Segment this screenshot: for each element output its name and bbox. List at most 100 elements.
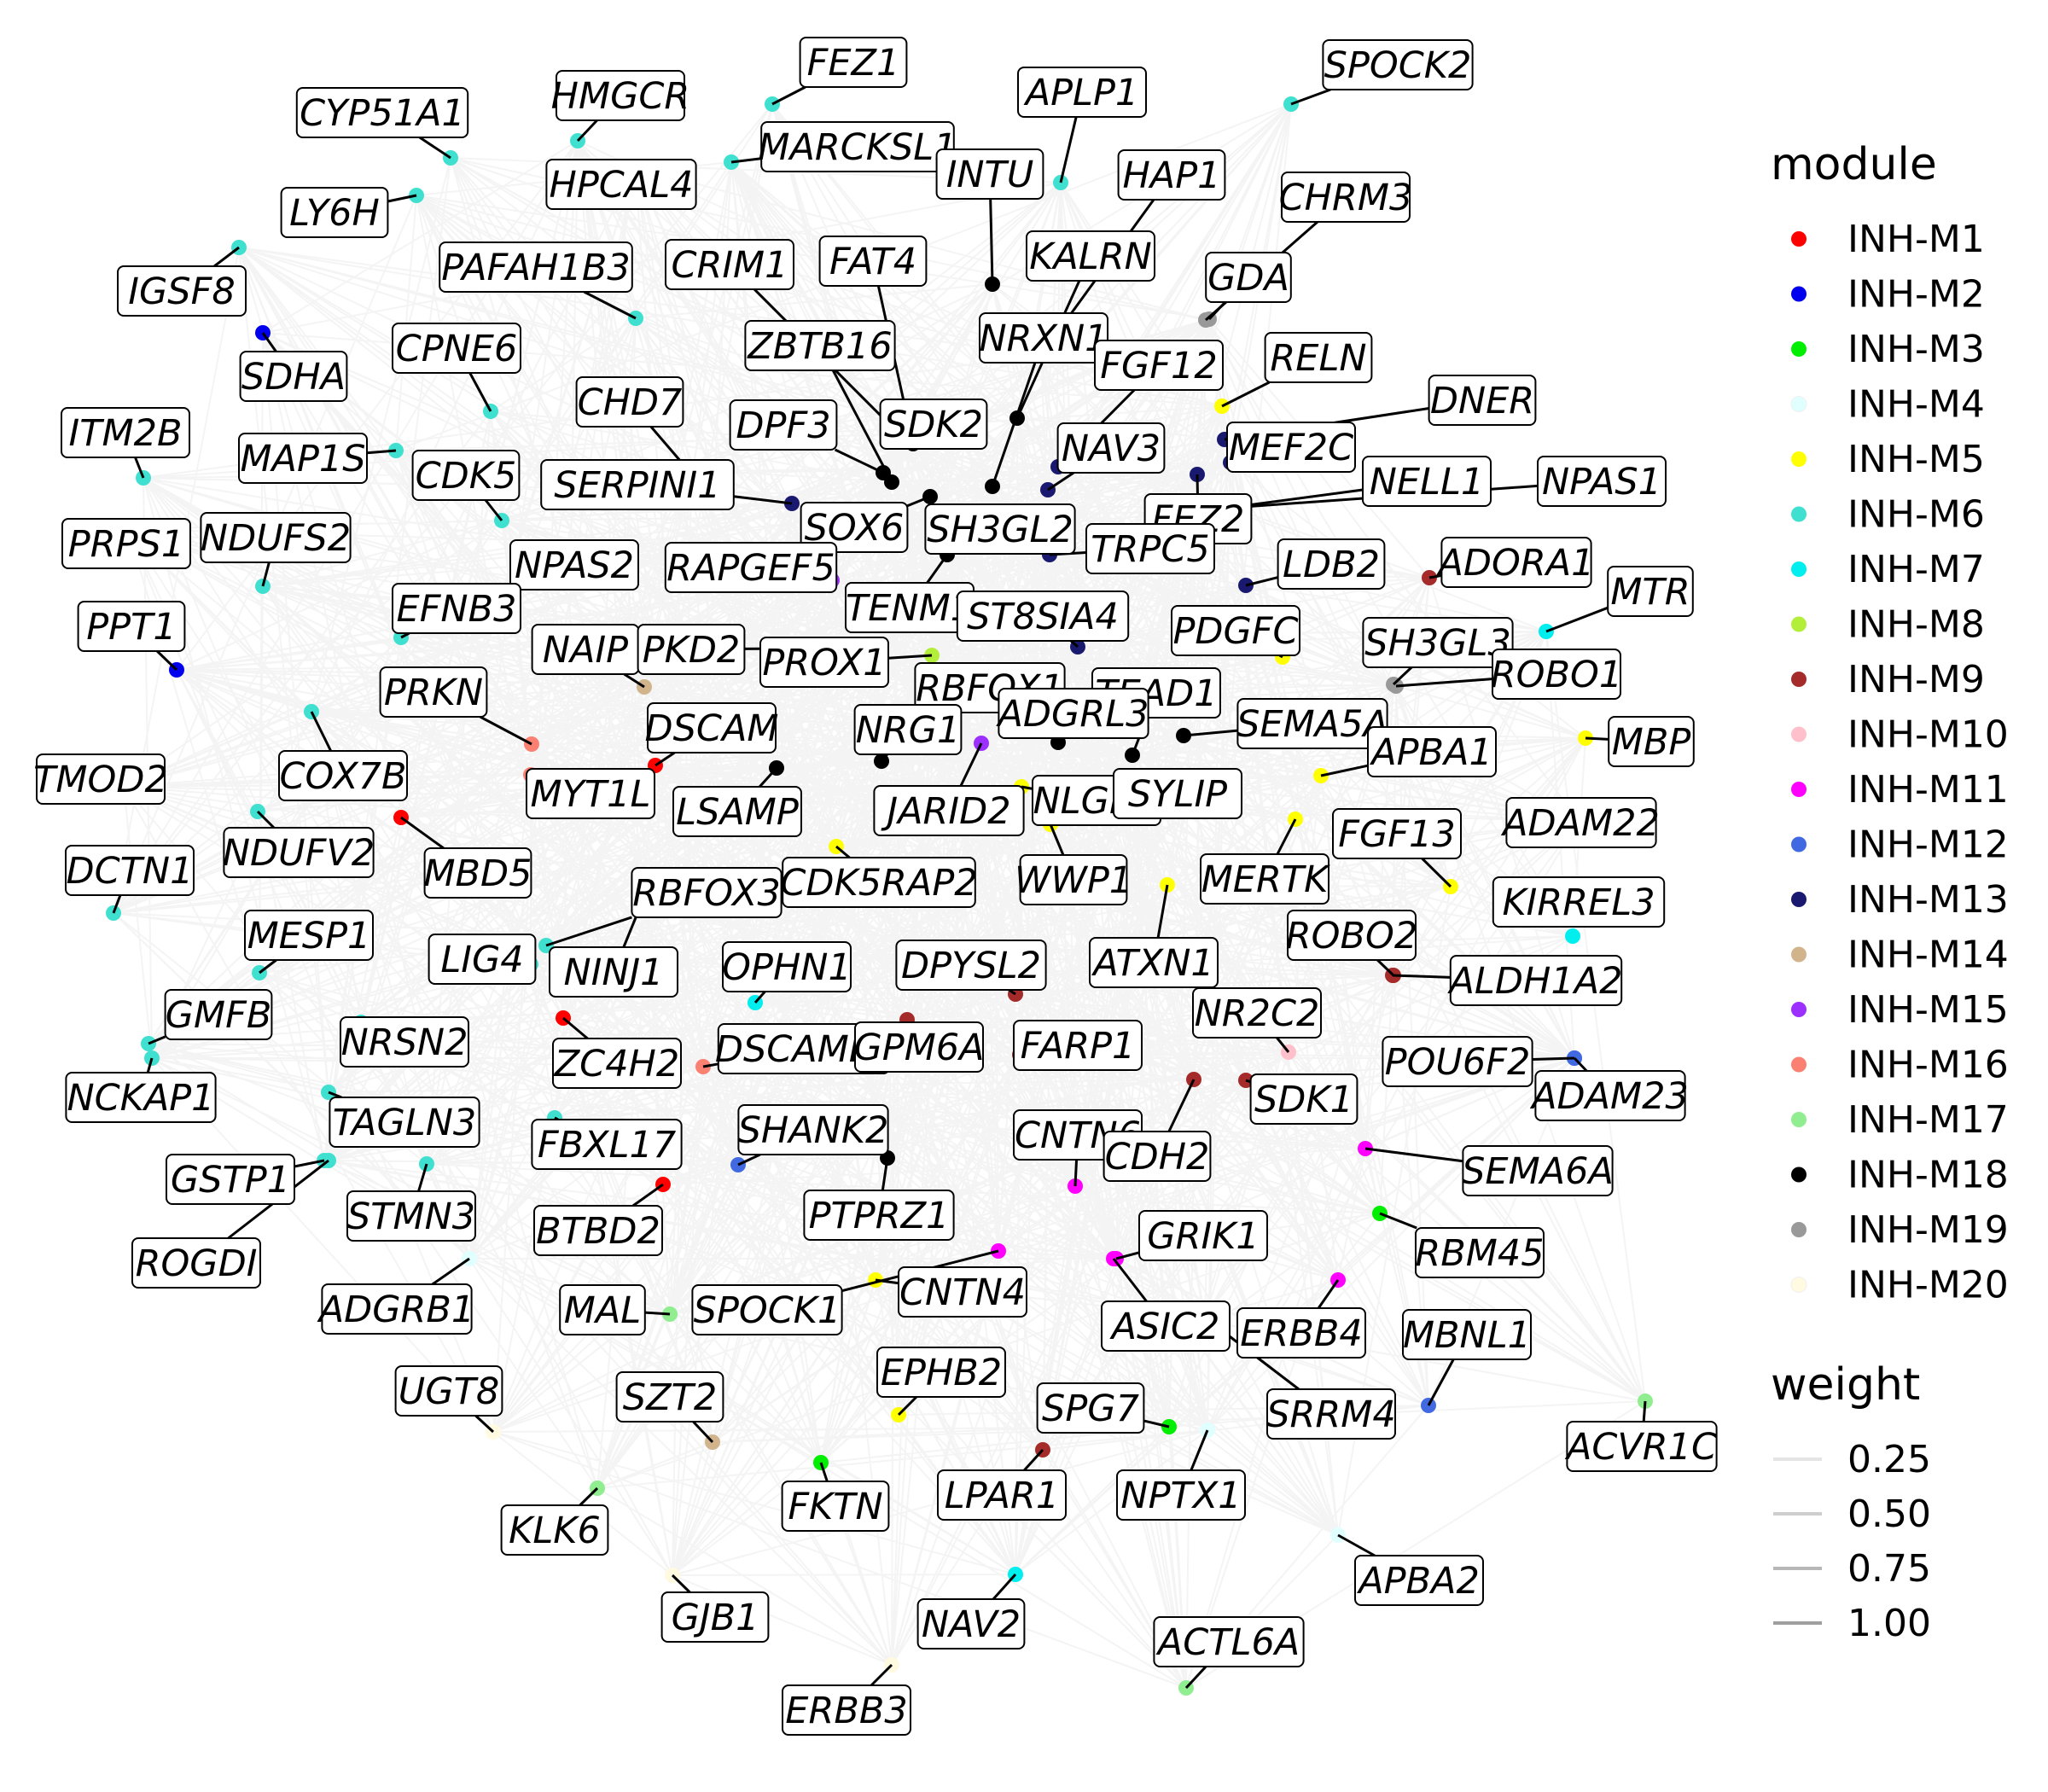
- leader-grik1: [1115, 1251, 1140, 1260]
- legend-weight-label: 0.75: [1847, 1547, 1931, 1591]
- label-box: [509, 539, 639, 591]
- legend-swatch-inh-m12: [1791, 836, 1807, 852]
- label-dner: DNER: [1428, 375, 1537, 426]
- label-box: [1116, 1469, 1246, 1521]
- gene-name: DSCAM: [645, 707, 779, 750]
- label-pkd2: PKD2: [637, 624, 746, 675]
- label-chrm3: CHRM3: [1279, 172, 1412, 223]
- legend-label-inh-m11: INH-M11: [1847, 768, 2009, 812]
- leader-nrg1: [880, 753, 888, 762]
- label-box: [1462, 1145, 1614, 1196]
- label-box: [545, 159, 697, 210]
- leader-erbb4: [1317, 1279, 1340, 1309]
- label-cdk5: CDK5: [411, 450, 521, 501]
- leader-ppt1: [156, 649, 178, 672]
- gene-name: ROGDI: [136, 1242, 258, 1285]
- label-box: [744, 320, 896, 371]
- gene-name: NPAS1: [1542, 461, 1661, 503]
- gene-name: GPM6A: [853, 1027, 984, 1069]
- label-box: [61, 518, 191, 569]
- label-zc4h2: ZC4H2: [552, 1038, 682, 1089]
- gene-name: POU6F2: [1385, 1041, 1531, 1084]
- legend-label-inh-m5: INH-M5: [1847, 438, 1985, 481]
- leader-sh3gl3: [1392, 666, 1413, 686]
- leader-dpf3: [834, 448, 884, 474]
- label-tenm1: TENM1: [845, 582, 975, 633]
- label-zbtb16: ZBTB16: [744, 320, 896, 371]
- label-mbd5: MBD5: [423, 847, 532, 899]
- label-fbxl17: FBXL17: [531, 1119, 683, 1170]
- leader-pou6f2: [1532, 1056, 1575, 1061]
- legend-label-inh-m10: INH-M10: [1847, 713, 2009, 757]
- label-box: [1362, 456, 1492, 507]
- label-stmn3: STMN3: [346, 1190, 476, 1242]
- leader-spock2: [1290, 88, 1331, 106]
- label-gmfb: GMFB: [164, 989, 273, 1040]
- label-spg7: SPG7: [1036, 1382, 1145, 1434]
- legend-label-inh-m18: INH-M18: [1847, 1154, 2009, 1197]
- label-mertk: MERTK: [1200, 853, 1331, 905]
- label-adora1: ADORA1: [1435, 537, 1595, 588]
- gene-name: SYLIP: [1128, 773, 1227, 816]
- label-rbm45: RBM45: [1415, 1227, 1545, 1278]
- gene-name: MAL: [564, 1289, 641, 1332]
- gene-name: NDUFV2: [223, 832, 375, 875]
- label-mesp1: MESP1: [244, 910, 374, 961]
- label-mal: MAL: [559, 1284, 646, 1335]
- gene-name: CDK5: [416, 455, 517, 497]
- leader-serpini1: [733, 495, 793, 505]
- gene-name: ZC4H2: [554, 1043, 680, 1085]
- label-srrm4: SRRM4: [1266, 1388, 1396, 1440]
- gene-name: PPT1: [86, 606, 176, 649]
- gene-name: TENM1: [846, 587, 974, 630]
- gene-name: EFNB3: [397, 588, 517, 631]
- leader-naip: [623, 672, 645, 689]
- label-reln: RELN: [1264, 332, 1373, 383]
- gene-name: SH3GL2: [927, 509, 1073, 551]
- leader-prox1: [887, 654, 933, 660]
- label-sylip: SYLIP: [1113, 768, 1242, 819]
- label-box: [935, 148, 1044, 200]
- label-box: [77, 601, 186, 652]
- label-dscam: DSCAM: [645, 702, 779, 753]
- label-mbp: MBP: [1608, 716, 1695, 767]
- leader-pafah1b3: [583, 290, 637, 320]
- label-nav3: NAV3: [1056, 422, 1166, 474]
- gene-name: TAGLN3: [333, 1102, 477, 1144]
- label-box: [65, 845, 195, 896]
- label-lpar1: LPAR1: [937, 1469, 1067, 1521]
- label-box: [1153, 1616, 1305, 1667]
- label-sh3gl3: SH3GL3: [1362, 617, 1514, 668]
- leader-mertk: [1276, 818, 1297, 855]
- label-erbb4: ERBB4: [1236, 1307, 1366, 1359]
- label-pafah1b3: PAFAH1B3: [439, 241, 633, 293]
- label-nrxn1: NRXN1: [979, 312, 1108, 364]
- label-rbfox3: RBFOX3: [631, 867, 783, 918]
- label-actl6a: ACTL6A: [1153, 1616, 1305, 1667]
- label-box: [1607, 566, 1694, 617]
- gene-name: SDHA: [241, 356, 346, 399]
- legend-label-inh-m19: INH-M19: [1847, 1208, 2009, 1252]
- gene-name: KIRREL3: [1502, 881, 1655, 924]
- label-mbnl1: MBNL1: [1402, 1309, 1532, 1360]
- label-spock2: SPOCK2: [1322, 39, 1474, 90]
- label-box: [223, 827, 375, 878]
- label-aldh1a2: ALDH1A2: [1447, 955, 1622, 1006]
- gene-name: NRG1: [856, 709, 961, 752]
- gene-name: MAP1S: [240, 438, 365, 480]
- label-nrg1: NRG1: [853, 704, 963, 755]
- leader-shank2: [737, 1153, 761, 1167]
- leader-aldh1a2: [1392, 974, 1451, 979]
- label-ophn1: OPHN1: [722, 941, 852, 992]
- legend-swatch-inh-m8: [1791, 616, 1807, 632]
- label-box: [244, 910, 374, 961]
- label-box: [1103, 1131, 1212, 1182]
- gene-name: APBA2: [1356, 1560, 1480, 1603]
- legend-swatch-inh-m19: [1791, 1222, 1807, 1237]
- gene-name: APBA1: [1369, 731, 1492, 774]
- label-robo2: ROBO2: [1286, 910, 1417, 961]
- label-box: [1236, 698, 1388, 749]
- legend-label-inh-m7: INH-M7: [1847, 548, 1985, 591]
- legend-module-title: module: [1771, 139, 1937, 190]
